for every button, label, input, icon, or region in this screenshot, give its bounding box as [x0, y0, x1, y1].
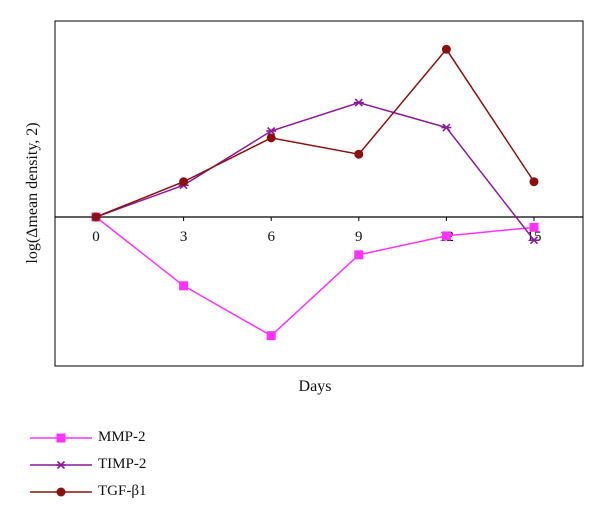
data-point-circle: [56, 487, 66, 496]
legend-item: TGF-β1: [26, 478, 146, 505]
legend-item: MMP-2: [26, 424, 146, 451]
data-point-circle: [266, 133, 276, 143]
x-tick-label: 3: [180, 229, 188, 245]
data-point-circle: [529, 177, 539, 187]
series-line: [95, 101, 535, 241]
data-point-square: [266, 331, 276, 341]
x-tick-label: 9: [355, 229, 363, 245]
x-tick-label: 6: [267, 229, 275, 245]
legend-swatch: [30, 433, 92, 442]
legend-label: TIMP-2: [98, 456, 147, 472]
data-point-circle: [441, 44, 451, 54]
data-point-square: [354, 250, 364, 260]
data-point-circle: [91, 212, 101, 222]
data-point-star: [353, 98, 364, 107]
legend-label: TGF-β1: [98, 483, 147, 499]
data-point-star: [56, 460, 66, 469]
series-TGF-β1: [91, 44, 539, 222]
data-point-circle: [179, 177, 189, 187]
legend-item: TIMP-2: [26, 451, 146, 478]
data-point-square: [441, 231, 451, 241]
data-point-star: [529, 236, 539, 245]
data-point-square: [179, 281, 189, 291]
series-line: [95, 216, 535, 337]
series-layer: [91, 44, 539, 341]
y-axis-title: log(Δmean density, 2): [24, 122, 41, 263]
legend-swatch: [30, 487, 92, 496]
data-point-star: [266, 126, 277, 136]
data-point-square: [529, 222, 539, 232]
legend-label: MMP-2: [98, 429, 146, 445]
x-axis-title: Days: [299, 378, 332, 395]
x-tick-label: 0: [92, 229, 100, 245]
data-point-square: [56, 433, 66, 442]
series-line: [95, 48, 535, 218]
data-point-star: [441, 123, 452, 132]
legend-swatch: [30, 460, 92, 469]
data-point-circle: [354, 149, 364, 159]
legend: MMP-2 TIMP-2 TGF-β1: [26, 424, 146, 505]
plot-frame: [54, 20, 584, 367]
